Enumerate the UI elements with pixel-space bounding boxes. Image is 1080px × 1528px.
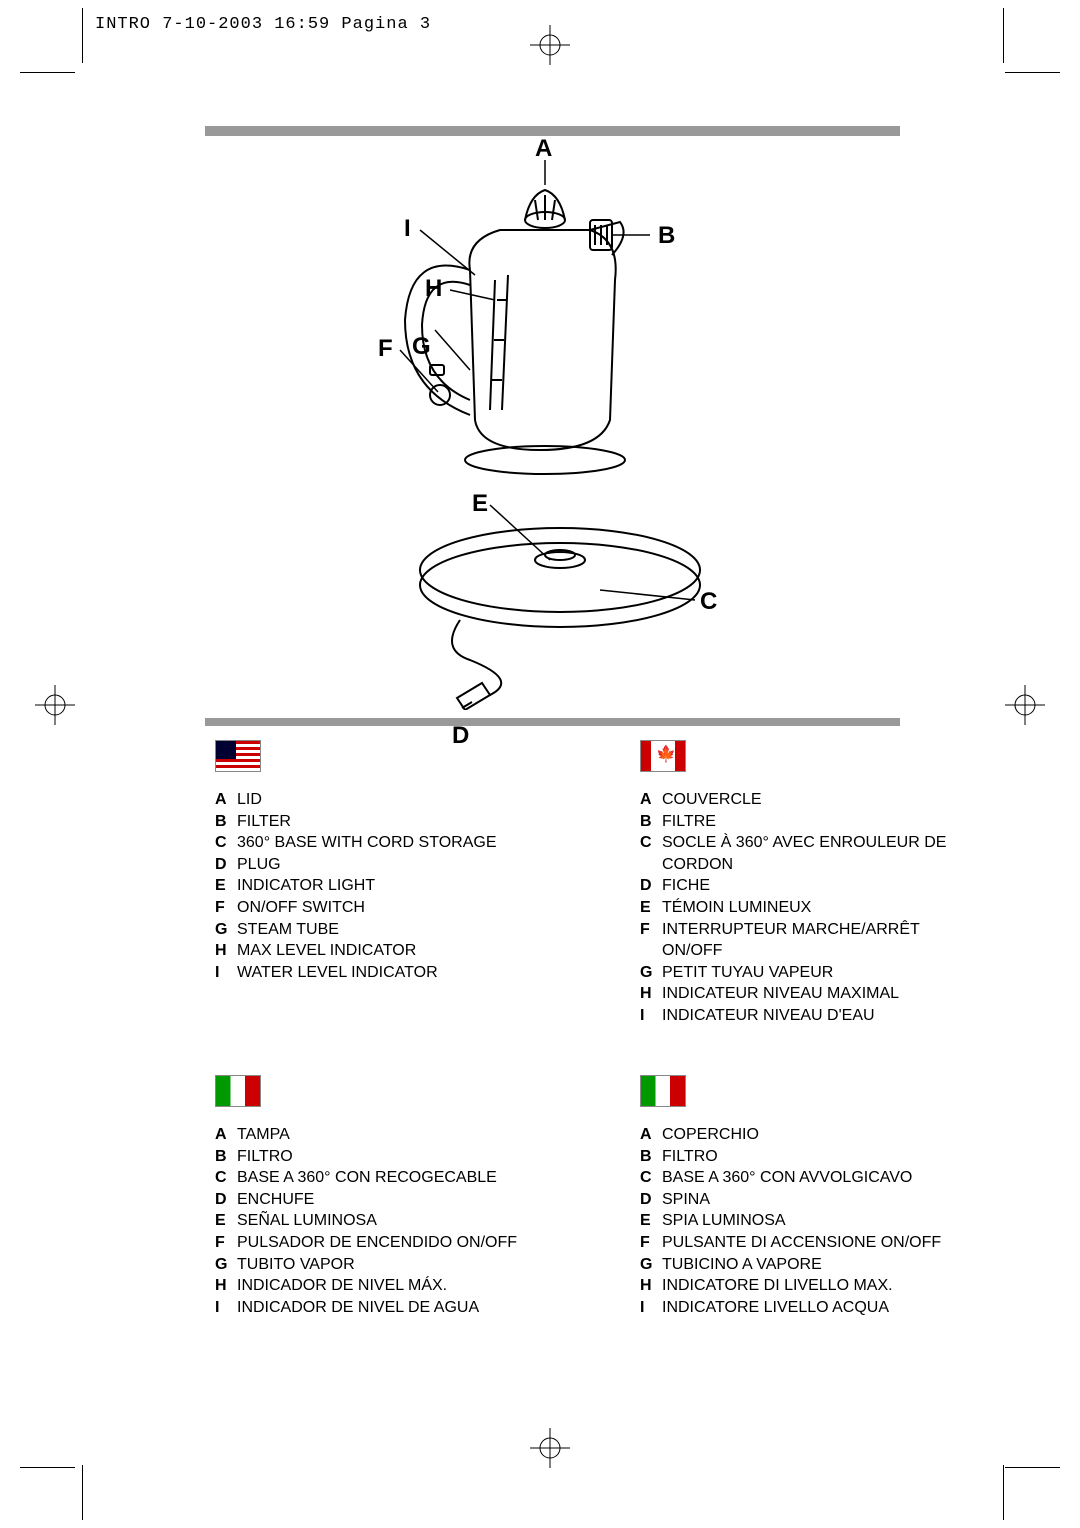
mx-C: BASE A 360° CON RECOGECABLE [237,1167,497,1189]
legend-us: ALID BFILTER C360° BASE WITH CORD STORAG… [215,740,555,983]
trim-edge [82,1465,83,1520]
label-H: H [425,275,442,303]
mx-H: INDICADOR DE NIVEL MÁX. [237,1275,447,1297]
us-F: ON/OFF SWITCH [237,897,365,919]
ca-E: TÉMOIN LUMINEUX [662,897,811,919]
it-A: COPERCHIO [662,1124,759,1146]
mx-A: TAMPA [237,1124,290,1146]
legend-mx: ATAMPA BFILTRO CBASE A 360° CON RECOGECA… [215,1075,555,1318]
trim-edge [1005,1467,1060,1468]
mx-F: PULSADOR DE ENCENDIDO ON/OFF [237,1232,517,1254]
mx-I: INDICADOR DE NIVEL DE AGUA [237,1297,479,1319]
trim-edge [1003,1465,1004,1520]
label-A: A [535,135,552,163]
label-F: F [378,335,393,363]
it-C: BASE A 360° CON AVVOLGICAVO [662,1167,912,1189]
trim-edge [1005,72,1060,73]
flag-ca-icon [640,740,686,772]
it-H: INDICATORE DI LIVELLO MAX. [662,1275,893,1297]
crop-mark-left [35,685,75,725]
ca-B: FILTRE [662,811,716,833]
crop-mark-right [1005,685,1045,725]
flag-us-icon [215,740,261,772]
us-E: INDICATOR LIGHT [237,875,375,897]
flag-mx-icon [215,1075,261,1107]
ca-D: FICHE [662,875,710,897]
us-H: MAX LEVEL INDICATOR [237,940,416,962]
us-B: FILTER [237,811,291,833]
it-G: TUBICINO A VAPORE [662,1254,822,1276]
us-I: WATER LEVEL INDICATOR [237,962,438,984]
kettle-svg [290,140,820,710]
mx-G: TUBITO VAPOR [237,1254,355,1276]
trim-edge [1003,8,1004,63]
label-G: G [412,333,431,361]
it-E: SPIA LUMINOSA [662,1210,786,1232]
crop-mark-top [530,25,570,65]
trim-edge [20,1467,75,1468]
label-E: E [472,490,488,518]
ca-C: SOCLE À 360° AVEC ENROULEUR DE CORDON [662,832,980,875]
legend-it: ACOPERCHIO BFILTRO CBASE A 360° CON AVVO… [640,1075,980,1318]
mx-E: SEÑAL LUMINOSA [237,1210,377,1232]
pdf-header: INTRO 7-10-2003 16:59 Pagina 3 [95,15,431,34]
mx-B: FILTRO [237,1146,293,1168]
it-I: INDICATORE LIVELLO ACQUA [662,1297,889,1319]
trim-edge [82,8,83,63]
mx-D: ENCHUFE [237,1189,314,1211]
top-rule [205,126,900,136]
ca-F: INTERRUPTEUR MARCHE/ARRÊT ON/OFF [662,919,980,962]
mid-rule [205,718,900,726]
ca-H: INDICATEUR NIVEAU MAXIMAL [662,983,899,1005]
us-D: PLUG [237,854,281,876]
label-B: B [658,222,675,250]
it-B: FILTRO [662,1146,718,1168]
label-I: I [404,215,411,243]
ca-A: COUVERCLE [662,789,762,811]
kettle-diagram: A B C D E F G H I [290,140,820,710]
ca-I: INDICATEUR NIVEAU D'EAU [662,1005,875,1027]
it-F: PULSANTE DI ACCENSIONE ON/OFF [662,1232,941,1254]
trim-edge [20,72,75,73]
flag-it-icon [640,1075,686,1107]
us-C: 360° BASE WITH CORD STORAGE [237,832,497,854]
ca-G: PETIT TUYAU VAPEUR [662,962,833,984]
label-C: C [700,588,717,616]
us-A: LID [237,789,262,811]
crop-mark-bottom [530,1428,570,1468]
it-D: SPINA [662,1189,710,1211]
us-G: STEAM TUBE [237,919,339,941]
legend-ca: ACOUVERCLE BFILTRE CSOCLE À 360° AVEC EN… [640,740,980,1027]
